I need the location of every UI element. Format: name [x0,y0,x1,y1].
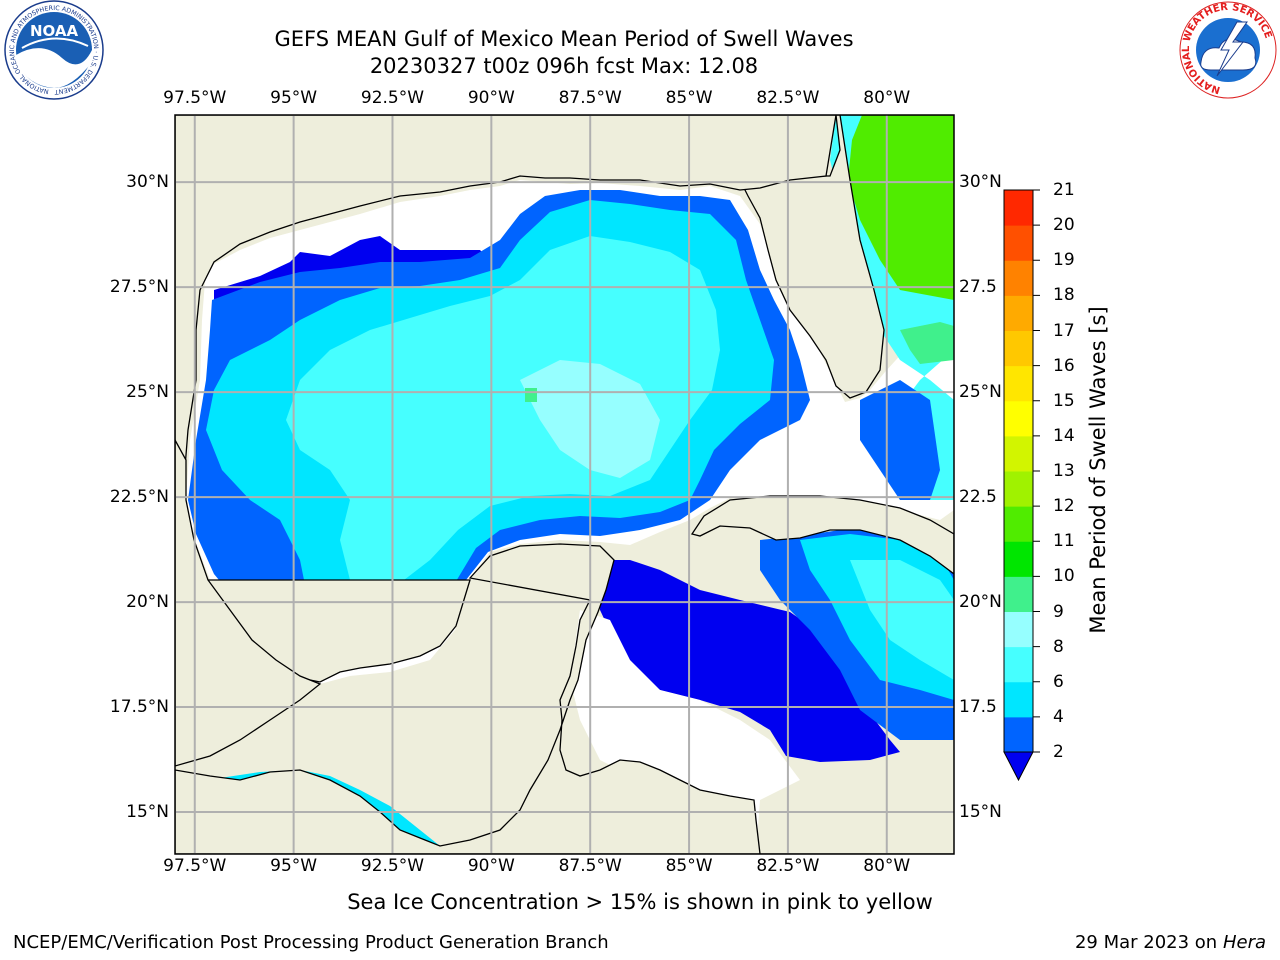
colorbar-swatch [1004,541,1033,577]
colorbar-swatch [1004,681,1033,718]
colorbar-under-arrow [1003,751,1034,782]
lat-tick-label-right: 30°N [959,172,1002,193]
lat-tick-label-right: 22.5 [959,487,997,508]
credit-host: Hera [1222,932,1266,953]
colorbar-swatch [1004,295,1033,331]
colorbar-swatch [1004,576,1033,612]
yucatan-land [175,543,954,854]
lon-tick-label-top: 82.5°W [756,88,820,108]
swell-band-6-8 [286,236,720,590]
credit-date: 29 Mar 2023 on Hera [1075,932,1266,953]
caribbean-nodata [570,610,800,854]
map-subtitle: 20230327 t00z 096h fcst Max: 12.08 [369,54,759,78]
lat-tick-label-left: 20°N [126,592,169,613]
colorbar-tick-label: 20 [1053,215,1075,236]
credit-date-text: 29 Mar 2023 on [1074,932,1218,953]
colorbar-swatch [1004,646,1033,683]
lat-tick-label-right: 20°N [959,592,1002,613]
colorbar-tick-label: 6 [1053,671,1064,692]
colorbar-swatch [1004,435,1033,472]
lat-tick-label-left: 22.5°N [109,487,169,508]
lon-tick-label-bottom: 95°W [270,856,318,876]
lat-tick-label-left: 15°N [126,802,169,822]
colorbar-tick-label: 17 [1053,320,1075,341]
colorbar-swatch [1004,716,1033,753]
lon-tick-label-bottom: 90°W [467,856,515,876]
colorbar-swatch [1004,400,1033,437]
lat-tick-label-right: 27.5 [959,277,997,298]
colorbar-swatch [1004,506,1033,542]
lon-tick-label-top: 87.5°W [558,88,622,108]
lon-tick-label-top: 90°W [467,88,515,108]
caribbean-low-swell [600,560,900,762]
florida-land [738,115,954,399]
bahamas-shallow-water [860,380,940,500]
graticule [175,115,954,854]
lat-tick-label-right: 17.5 [959,697,997,718]
colorbar-tick-label: 4 [1053,706,1064,727]
colorbar-swatch [1004,365,1033,402]
nws-logo: NATIONAL WEATHER SERVICE [1179,1,1277,99]
lat-tick-label-left: 17.5°N [109,697,169,718]
colorbar-tick-label: 16 [1053,355,1075,376]
colorbar-tick-label: 14 [1053,425,1075,446]
map-frame [174,114,955,855]
colorbar-tick-label: 19 [1053,250,1075,271]
lon-tick-label-bottom: 85°W [665,856,713,876]
atlantic-swell-band-11-12 [900,322,954,364]
colorbar-swatch [1004,190,1033,226]
colorbar-tick-label: 8 [1053,636,1064,657]
colorbar-swatch [1004,260,1033,296]
caribbean-swell-band-6-8 [850,560,954,680]
lon-tick-label-top: 95°W [270,88,318,108]
noaa-logo: NOAA NATIONAL OCEANIC AND ATMOSPHERIC AD… [2,0,104,100]
lon-tick-label-top: 85°W [665,88,713,108]
colorbar-tick-label: 12 [1053,496,1075,517]
colorbar-tick-label: 11 [1053,531,1075,552]
lat-tick-label-left: 27.5°N [109,277,169,298]
colorbar-tick-label: 9 [1053,601,1064,622]
svg-text:NOAA: NOAA [30,22,79,40]
lat-tick-label-left: 30°N [126,172,169,193]
sea-ice-note: Sea Ice Concentration > 15% is shown in … [347,890,933,914]
lon-tick-label-bottom: 82.5°W [756,856,820,876]
lat-tick-label-right: 15°N [959,802,1002,822]
colorbar-tick-label: 18 [1053,285,1075,306]
atlantic-swell-band-10-11 [848,115,954,300]
colorbar-swatch [1004,611,1033,648]
lat-tick-label-left: 25°N [126,382,169,403]
lat-tick-label-right: 25°N [959,382,1002,403]
colorbar-tick-label: 13 [1053,461,1075,481]
lon-tick-label-bottom: 80°W [863,856,911,876]
lon-tick-label-top: 97.5°W [163,88,227,108]
lon-tick-label-bottom: 92.5°W [360,856,425,876]
lon-tick-label-top: 92.5°W [360,88,425,108]
lon-tick-label-bottom: 87.5°W [558,856,622,876]
lon-tick-label-top: 80°W [863,88,911,108]
colorbar-swatch [1004,471,1033,507]
map-title: GEFS MEAN Gulf of Mexico Mean Period of … [274,27,854,51]
colorbar-tick-label: 2 [1053,742,1064,762]
colorbar-swatch [1004,330,1033,367]
credit-branch: NCEP/EMC/Verification Post Processing Pr… [13,932,609,953]
colorbar-swatch [1004,225,1033,261]
mexico-land [175,439,322,767]
colorbar-tick-label: 15 [1053,390,1075,411]
colorbar-tick-label: 21 [1053,180,1075,200]
lon-tick-label-bottom: 97.5°W [163,856,227,876]
cuba-land [690,495,954,575]
colorbar-label: Mean Period of Swell Waves [s] [1086,306,1110,634]
colorbar-tick-label: 10 [1053,566,1075,587]
